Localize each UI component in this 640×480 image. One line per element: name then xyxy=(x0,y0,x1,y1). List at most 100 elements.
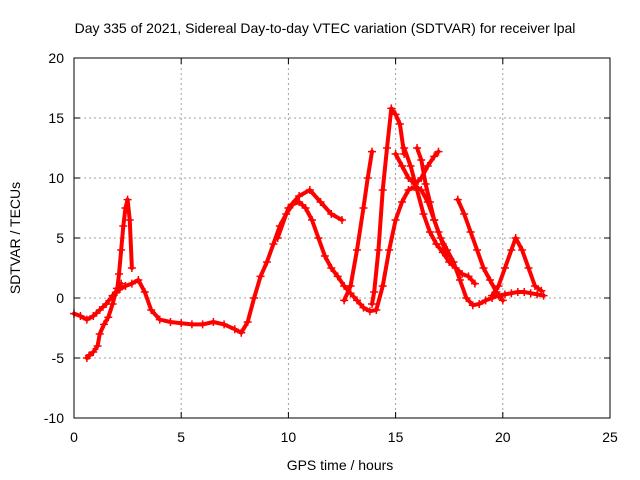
data-point xyxy=(539,291,548,300)
data-point xyxy=(340,296,349,305)
data-point xyxy=(530,282,539,290)
data-point xyxy=(85,351,94,360)
data-point xyxy=(237,328,246,337)
series-trace xyxy=(342,149,375,303)
data-point xyxy=(494,282,503,290)
data-point xyxy=(430,152,439,161)
series-ramp-14.3h xyxy=(368,104,409,308)
data-point xyxy=(327,264,336,272)
data-point xyxy=(383,144,392,152)
data-point xyxy=(368,147,377,156)
x-tick-label: 5 xyxy=(177,429,185,445)
data-point xyxy=(391,216,400,224)
series-trace xyxy=(114,197,134,294)
data-point xyxy=(475,300,484,308)
data-point xyxy=(230,325,239,334)
data-point xyxy=(445,258,454,266)
data-point xyxy=(404,174,413,182)
data-point xyxy=(95,330,104,338)
x-axis-title: GPS time / hours xyxy=(287,457,394,473)
data-point xyxy=(417,156,426,164)
series-trace xyxy=(490,236,544,298)
data-point xyxy=(413,144,422,152)
data-point xyxy=(419,210,428,218)
data-point xyxy=(256,272,265,281)
data-point xyxy=(209,318,218,326)
data-point xyxy=(353,246,362,254)
data-point xyxy=(220,320,229,329)
data-point xyxy=(327,210,336,218)
data-point xyxy=(453,195,462,204)
data-point xyxy=(374,246,383,254)
data-point xyxy=(100,320,109,329)
data-point xyxy=(123,195,132,204)
data-point xyxy=(451,264,460,272)
data-point xyxy=(518,246,527,254)
data-point xyxy=(500,264,509,272)
data-point xyxy=(395,120,404,128)
x-tick-label: 25 xyxy=(602,429,618,445)
series-trace xyxy=(84,281,124,360)
series-main xyxy=(70,182,548,337)
data-point xyxy=(378,186,387,194)
data-point xyxy=(104,313,113,322)
data-point xyxy=(498,296,507,305)
data-point xyxy=(368,300,377,308)
data-point xyxy=(533,290,542,299)
x-tick-label: 20 xyxy=(495,429,511,445)
series-trace xyxy=(393,149,441,186)
data-point xyxy=(320,252,329,260)
data-point xyxy=(307,216,316,224)
series-ramp-13.8h xyxy=(340,147,377,305)
y-tick-label: 20 xyxy=(48,50,64,66)
data-point xyxy=(507,289,516,298)
plot-frame xyxy=(73,57,611,419)
data-point xyxy=(481,296,490,305)
data-point xyxy=(385,246,394,254)
data-point xyxy=(262,258,271,266)
data-point xyxy=(198,320,207,329)
data-point xyxy=(155,315,164,324)
data-point xyxy=(95,306,104,314)
grid xyxy=(74,58,610,418)
series-late-peak-c xyxy=(413,144,452,260)
data-point xyxy=(423,162,432,170)
data-point xyxy=(363,174,372,182)
data-point xyxy=(470,279,479,288)
data-point xyxy=(507,246,516,254)
data-point xyxy=(82,315,91,324)
data-point xyxy=(359,303,368,312)
data-point xyxy=(125,216,134,224)
data-point xyxy=(511,234,520,242)
data-point xyxy=(117,246,126,254)
data-point xyxy=(284,204,293,212)
data-point xyxy=(370,288,379,296)
data-point xyxy=(413,186,422,194)
data-point xyxy=(464,272,473,281)
data-point xyxy=(346,282,355,290)
series-late-peak-b xyxy=(400,144,479,288)
data-point xyxy=(378,282,387,290)
x-tick-label: 10 xyxy=(281,429,297,445)
data-point xyxy=(338,216,346,224)
data-point xyxy=(140,288,149,296)
y-tick-label: 15 xyxy=(48,110,64,126)
data-point xyxy=(425,228,434,236)
data-point xyxy=(372,306,381,314)
data-point xyxy=(479,264,488,272)
data-point xyxy=(187,320,196,329)
data-point xyxy=(250,294,259,302)
data-point xyxy=(404,186,413,194)
data-point xyxy=(127,264,136,272)
data-point xyxy=(121,282,130,290)
data-point xyxy=(391,110,400,119)
data-point xyxy=(119,222,128,230)
data-point xyxy=(430,216,439,224)
data-point xyxy=(406,162,415,170)
y-axis-title: SDTVAR / TECUs xyxy=(7,182,23,294)
data-point xyxy=(333,272,342,281)
chart-title: Day 335 of 2021, Sidereal Day-to-day VTE… xyxy=(75,20,576,36)
data-point xyxy=(500,290,509,299)
data-point xyxy=(353,296,362,305)
